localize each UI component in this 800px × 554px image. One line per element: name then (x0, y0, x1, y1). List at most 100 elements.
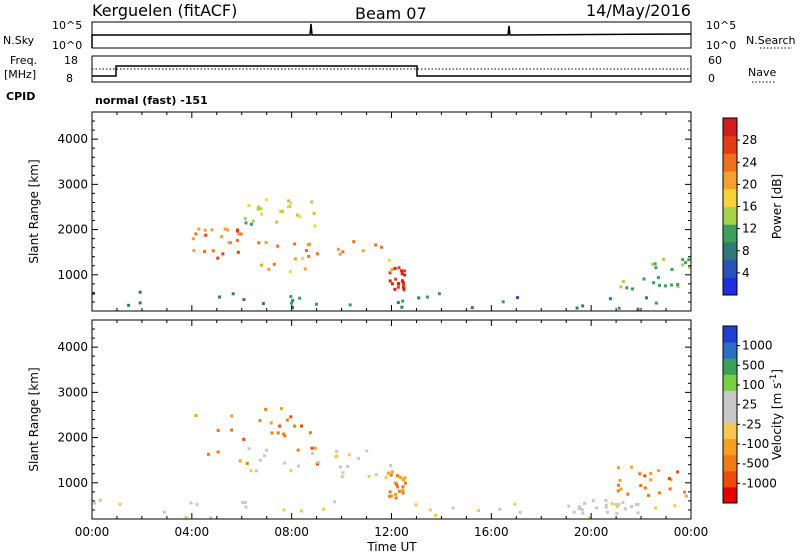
data-cell (286, 205, 290, 209)
data-cell (348, 303, 352, 307)
data-cell (241, 501, 245, 505)
colorbar-segment (723, 241, 737, 261)
data-cell (631, 287, 634, 291)
freq-label-2: [MHz] (4, 68, 36, 81)
data-cell (619, 487, 623, 491)
data-cell (654, 266, 658, 270)
data-cell (595, 506, 599, 510)
colorbar-segment (723, 390, 737, 407)
colorbar-segment (723, 224, 737, 243)
data-cell (428, 508, 432, 512)
data-cell (261, 302, 265, 306)
data-cell (605, 510, 609, 514)
y-tick-label: 3000 (57, 177, 88, 191)
colorbar-tick-label: 16 (742, 200, 757, 214)
data-cell (249, 469, 253, 473)
data-cell (237, 232, 241, 236)
data-cell (189, 501, 193, 505)
colorbar-segment (723, 438, 737, 456)
colorbar-tick-label: -1000 (742, 476, 777, 490)
colorbar-segment (723, 454, 737, 472)
data-cell (244, 505, 248, 509)
data-cell (92, 292, 95, 296)
data-cell (264, 407, 268, 411)
data-cell (403, 273, 407, 277)
y-axis-label: Slant Range [km] (27, 367, 41, 471)
data-cell (236, 250, 240, 254)
data-cell (580, 508, 584, 512)
data-cell (670, 283, 673, 287)
data-cell (296, 213, 299, 217)
data-cell (608, 297, 612, 301)
data-cell (401, 485, 405, 489)
data-cell (315, 302, 318, 306)
data-cell (280, 407, 283, 411)
colorbar-tick-label: 20 (742, 177, 757, 191)
data-cell (256, 207, 260, 211)
data-cell (396, 474, 399, 478)
data-cell (203, 250, 206, 254)
data-cell (388, 494, 392, 498)
data-cell (434, 513, 438, 517)
data-cell (282, 432, 286, 436)
colorbar-segment (723, 406, 737, 424)
data-cell (249, 222, 253, 226)
data-cell (630, 465, 633, 469)
nave-label: Nave (748, 66, 776, 79)
colorbar-segment (723, 342, 737, 359)
data-cell (290, 301, 293, 305)
data-cell (260, 212, 263, 216)
data-cell (272, 262, 276, 266)
program-label: normal (fast) -151 (95, 94, 208, 107)
y-tick-label: 1000 (57, 476, 88, 490)
x-tick-label: 20:00 (574, 525, 609, 539)
colorbar-tick-label: 8 (742, 244, 750, 258)
colorbar-tick-label: 24 (742, 155, 757, 169)
data-cell (310, 446, 314, 450)
data-cell (518, 510, 522, 514)
data-cell (197, 227, 201, 231)
colorbar-segment (723, 188, 737, 207)
colorbar-tick-label: 12 (742, 222, 757, 236)
data-cell (374, 473, 378, 477)
data-cell (617, 466, 620, 470)
data-cell (216, 256, 220, 260)
data-cell (604, 505, 608, 509)
colorbar-segment (723, 277, 737, 296)
data-cell (280, 209, 284, 213)
data-cell (244, 221, 248, 225)
data-cell (386, 471, 390, 475)
data-cell (211, 249, 215, 253)
data-cell (673, 504, 677, 508)
data-cell (684, 261, 688, 265)
data-cell (207, 452, 210, 456)
data-cell (390, 282, 394, 286)
data-cell (308, 431, 312, 435)
data-cell (401, 491, 405, 495)
noise-right-tick-bottom: 10^0 (706, 39, 736, 52)
data-cell (649, 472, 653, 475)
colorbar-label: Power [dB] (770, 174, 784, 239)
data-cell (317, 461, 321, 465)
data-cell (676, 283, 680, 286)
data-cell (313, 224, 317, 228)
colorbar-segment (723, 422, 737, 440)
data-cell (209, 516, 213, 520)
data-cell (636, 511, 640, 515)
data-cell (230, 428, 233, 432)
data-cell (619, 285, 623, 289)
x-tick-label: 00:00 (674, 525, 709, 539)
data-cell (567, 504, 571, 508)
frequency-panel: Freq. [MHz] 18 8 60 0 Nave CPID normal (… (4, 54, 776, 107)
data-cell (501, 300, 505, 304)
data-cell (270, 431, 274, 435)
data-cell (393, 287, 397, 291)
data-cell (138, 290, 142, 294)
data-cell (389, 464, 393, 468)
data-cell (583, 502, 586, 505)
colorbar-segment (723, 486, 737, 504)
data-cell (210, 228, 214, 232)
data-cell (310, 200, 314, 204)
data-cell (221, 252, 225, 256)
data-cell (298, 296, 302, 300)
